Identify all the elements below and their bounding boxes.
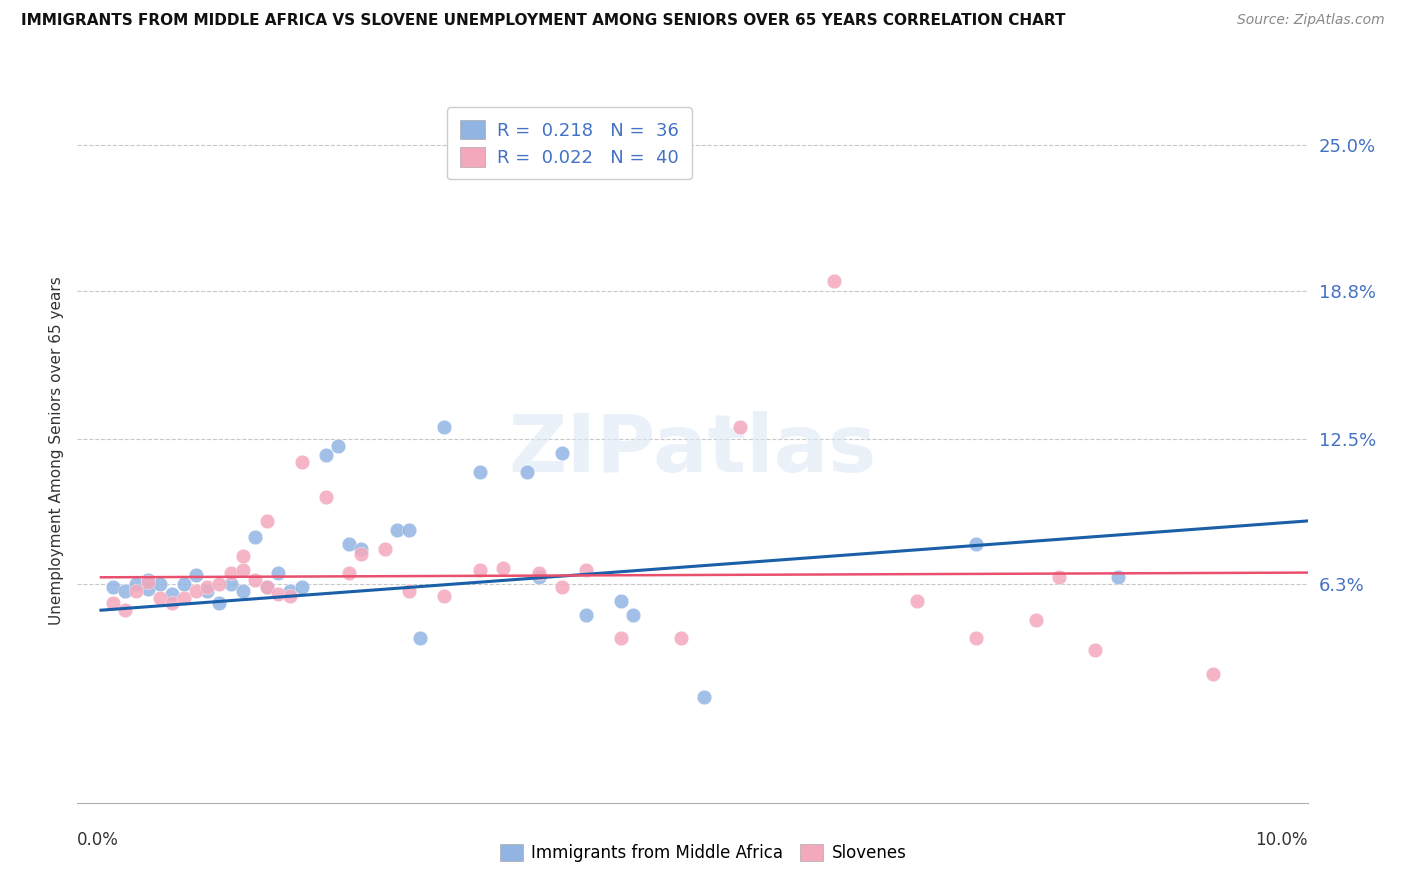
Legend: Immigrants from Middle Africa, Slovenes: Immigrants from Middle Africa, Slovenes xyxy=(491,836,915,871)
Point xyxy=(575,563,598,577)
Point xyxy=(385,524,408,538)
Point xyxy=(409,632,432,646)
Point xyxy=(125,577,148,591)
Point xyxy=(197,584,219,599)
Point xyxy=(184,584,207,599)
Point xyxy=(315,491,337,505)
Point xyxy=(278,589,301,603)
Point xyxy=(219,577,242,591)
Point xyxy=(291,580,314,594)
Point xyxy=(197,580,219,594)
Point xyxy=(315,448,337,462)
Point xyxy=(219,566,242,580)
Point xyxy=(232,549,254,564)
Point xyxy=(149,591,172,606)
Point xyxy=(468,465,491,479)
Point xyxy=(291,455,314,469)
Point xyxy=(208,596,231,610)
Point xyxy=(610,594,633,608)
Point xyxy=(256,580,278,594)
Point xyxy=(160,587,183,601)
Point xyxy=(173,577,195,591)
Point xyxy=(551,580,574,594)
Point xyxy=(267,587,290,601)
Point xyxy=(398,584,420,599)
Point xyxy=(551,446,574,460)
Point xyxy=(278,584,301,599)
Point xyxy=(823,274,845,288)
Point xyxy=(610,632,633,646)
Text: Source: ZipAtlas.com: Source: ZipAtlas.com xyxy=(1237,13,1385,28)
Point xyxy=(149,577,172,591)
Point xyxy=(527,570,550,584)
Point xyxy=(101,596,124,610)
Point xyxy=(398,524,420,538)
Point xyxy=(433,589,456,603)
Point xyxy=(621,607,644,622)
Point xyxy=(1084,643,1107,657)
Point xyxy=(232,563,254,577)
Point xyxy=(339,566,361,580)
Point xyxy=(232,584,254,599)
Point xyxy=(492,561,515,575)
Point xyxy=(374,542,396,557)
Point xyxy=(1024,613,1046,627)
Point xyxy=(256,580,278,594)
Point xyxy=(326,439,349,453)
Point xyxy=(1047,570,1070,584)
Point xyxy=(184,568,207,582)
Point xyxy=(136,574,159,589)
Point xyxy=(173,591,195,606)
Point xyxy=(267,566,290,580)
Text: ZIPatlas: ZIPatlas xyxy=(509,411,876,490)
Point xyxy=(114,603,136,617)
Point xyxy=(468,563,491,577)
Point xyxy=(1107,570,1129,584)
Point xyxy=(125,584,148,599)
Point xyxy=(243,573,266,587)
Point xyxy=(905,594,928,608)
Point xyxy=(101,580,124,594)
Point xyxy=(965,537,987,551)
Text: IMMIGRANTS FROM MIDDLE AFRICA VS SLOVENE UNEMPLOYMENT AMONG SENIORS OVER 65 YEAR: IMMIGRANTS FROM MIDDLE AFRICA VS SLOVENE… xyxy=(21,13,1066,29)
Y-axis label: Unemployment Among Seniors over 65 years: Unemployment Among Seniors over 65 years xyxy=(49,277,65,624)
Point xyxy=(575,607,598,622)
Legend: R =  0.218   N =  36, R =  0.022   N =  40: R = 0.218 N = 36, R = 0.022 N = 40 xyxy=(447,107,692,179)
Point xyxy=(114,584,136,599)
Point xyxy=(350,542,373,557)
Point xyxy=(728,420,751,434)
Point xyxy=(243,530,266,544)
Point xyxy=(339,537,361,551)
Point xyxy=(527,566,550,580)
Text: 10.0%: 10.0% xyxy=(1256,831,1308,849)
Point xyxy=(160,596,183,610)
Point xyxy=(433,420,456,434)
Point xyxy=(693,690,716,705)
Point xyxy=(516,465,538,479)
Point xyxy=(1202,666,1225,681)
Point xyxy=(350,547,373,561)
Point xyxy=(136,573,159,587)
Text: 0.0%: 0.0% xyxy=(77,831,120,849)
Point xyxy=(256,514,278,528)
Point xyxy=(965,632,987,646)
Point xyxy=(669,632,692,646)
Point xyxy=(136,582,159,596)
Point xyxy=(208,577,231,591)
